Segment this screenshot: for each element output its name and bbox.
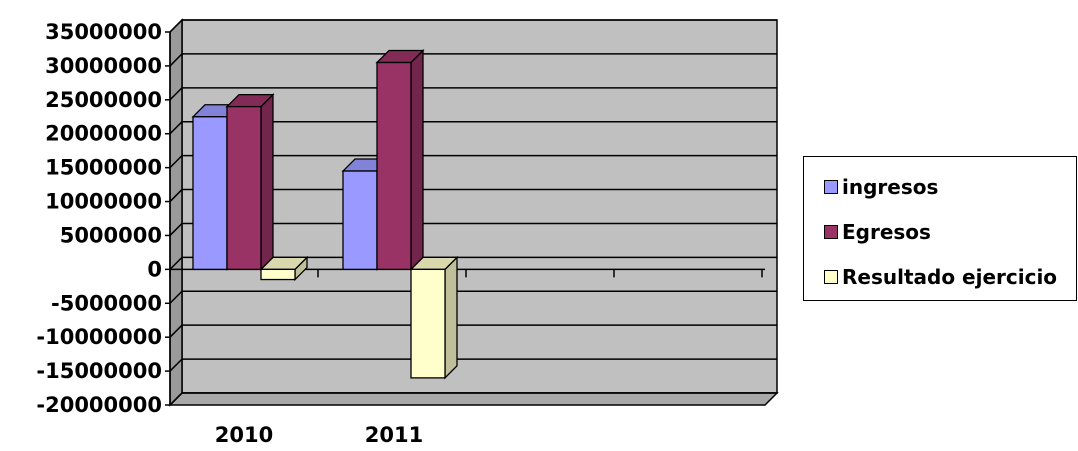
bar-front [342, 170, 378, 271]
gridline [169, 154, 777, 169]
gridline [169, 290, 777, 304]
legend-item-ingresos: ingresos [824, 175, 938, 199]
y-tick-label: 35000000 [45, 20, 162, 44]
bar-side [260, 93, 274, 271]
bar-resultado-ejercicio-2010 [259, 255, 309, 282]
y-tick-label: 15000000 [45, 156, 162, 180]
y-tick-label: 5000000 [60, 223, 162, 247]
legend-swatch-egresos [824, 225, 838, 239]
legend-item-resultado-ejercicio: Resultado ejercicio [824, 265, 1057, 289]
legend-swatch-resultado-ejercicio [824, 270, 838, 284]
bar-side [410, 48, 424, 271]
bar-front [376, 61, 412, 271]
x-category-label: 2010 [215, 423, 273, 447]
legend-swatch-ingresos [824, 180, 838, 194]
gridline [169, 222, 777, 236]
y-tick-label: 30000000 [45, 54, 162, 78]
bar-resultado-ejercicio-2011 [409, 255, 459, 380]
floor [168, 392, 779, 406]
gridline [169, 324, 777, 338]
x-category-label: 2011 [365, 423, 423, 447]
bar-front [260, 268, 296, 281]
y-tick-label: 10000000 [45, 190, 162, 214]
y-tick-label: 0 [147, 257, 162, 281]
bar-front [192, 116, 228, 271]
legend-label-resultado-ejercicio: Resultado ejercicio [842, 265, 1058, 289]
bar-egresos-2010 [225, 93, 275, 271]
gridline [169, 358, 777, 372]
y-tick-label: -10000000 [36, 325, 162, 349]
bar-front [410, 268, 446, 379]
legend-item-egresos: Egresos [824, 220, 931, 244]
side-wall [169, 18, 183, 407]
y-tick-label: 25000000 [45, 88, 162, 112]
bar-side [444, 255, 458, 380]
y-tick-label: -20000000 [36, 393, 162, 417]
bar-egresos-2011 [375, 48, 425, 271]
y-tick-label: -15000000 [36, 359, 162, 383]
legend-label-egresos: Egresos [842, 220, 931, 244]
y-tick-label: -5000000 [51, 291, 162, 315]
gridline [169, 256, 777, 270]
gridline [169, 392, 777, 406]
plot-area [168, 18, 779, 407]
bars [191, 48, 459, 380]
bar-front [226, 105, 262, 271]
gridline [169, 53, 777, 67]
legend-label-ingresos: ingresos [842, 175, 939, 199]
y-axis-ticks: 35000000 30000000 25000000 20000000 15000000… [36, 20, 171, 417]
gridline [169, 120, 777, 135]
gridline [169, 188, 777, 203]
gridline [169, 19, 777, 33]
y-tick-label: 20000000 [45, 122, 162, 146]
gridline [169, 87, 777, 101]
x-axis-categories: 2010 2011 [215, 423, 423, 447]
legend: ingresos Egresos Resultado ejercicio [803, 156, 1077, 301]
